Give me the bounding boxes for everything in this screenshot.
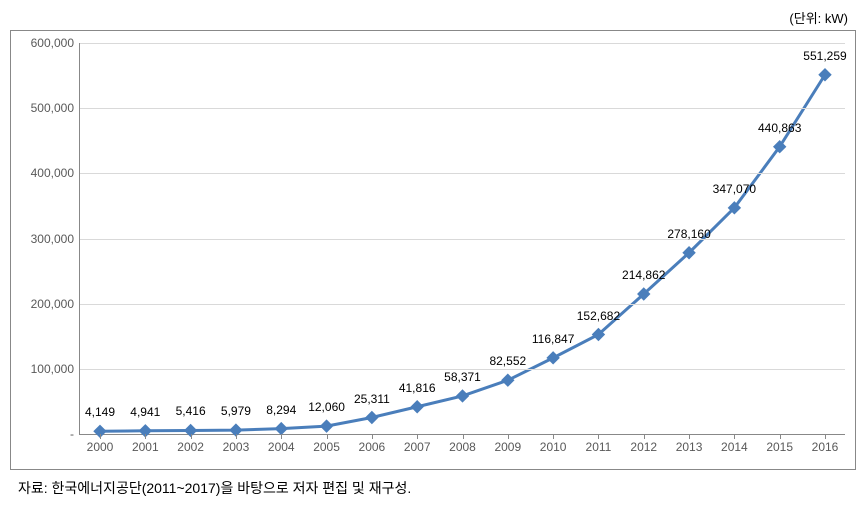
x-tick-label: 2009 — [494, 434, 521, 454]
x-tick-label: 2003 — [223, 434, 250, 454]
x-tick-label: 2004 — [268, 434, 295, 454]
data-label: 214,862 — [622, 268, 665, 288]
chart-frame: - 100,000 200,000 300,000 400,000 500,000 600,… — [10, 30, 856, 470]
y-tick-label: 600,000 — [31, 36, 80, 50]
data-label: 440,863 — [758, 121, 801, 141]
data-marker — [457, 390, 469, 402]
gridline — [80, 239, 845, 240]
x-tick-label: 2005 — [313, 434, 340, 454]
x-tick-label: 2008 — [449, 434, 476, 454]
y-tick-label: 400,000 — [31, 166, 80, 180]
data-label: 4,149 — [85, 405, 115, 425]
y-tick-label: 100,000 — [31, 362, 80, 376]
data-label: 82,552 — [489, 354, 526, 374]
data-marker — [411, 401, 423, 413]
x-tick-label: 2001 — [132, 434, 159, 454]
y-tick-label: 200,000 — [31, 297, 80, 311]
x-tick-label: 2013 — [676, 434, 703, 454]
data-marker — [366, 412, 378, 424]
data-label: 12,060 — [308, 400, 345, 420]
x-tick-label: 2006 — [359, 434, 386, 454]
unit-label: (단위: kW) — [789, 8, 848, 27]
x-tick-label: 2002 — [177, 434, 204, 454]
gridline — [80, 43, 845, 44]
data-label: 5,416 — [176, 404, 206, 424]
x-tick-label: 2010 — [540, 434, 567, 454]
data-label: 8,294 — [266, 403, 296, 423]
data-label: 116,847 — [532, 332, 575, 352]
y-tick-label: 300,000 — [31, 232, 80, 246]
plot-area: -100,000200,000300,000400,000500,000600,… — [79, 43, 845, 435]
data-label: 551,259 — [803, 49, 846, 69]
data-marker — [321, 420, 333, 432]
x-tick-label: 2016 — [812, 434, 839, 454]
gridline — [80, 304, 845, 305]
data-label: 152,682 — [577, 309, 620, 329]
gridline — [80, 173, 845, 174]
data-marker — [275, 423, 287, 435]
data-label: 5,979 — [221, 404, 251, 424]
data-label: 41,816 — [399, 381, 436, 401]
data-label: 58,371 — [444, 370, 481, 390]
x-tick-label: 2015 — [766, 434, 793, 454]
x-tick-label: 2014 — [721, 434, 748, 454]
x-tick-label: 2000 — [87, 434, 114, 454]
x-tick-label: 2011 — [586, 434, 612, 454]
data-marker — [502, 374, 514, 386]
data-label: 4,941 — [130, 405, 160, 425]
data-label: 278,160 — [667, 227, 710, 247]
y-tick-label: - — [70, 427, 80, 441]
data-label: 25,311 — [354, 392, 390, 412]
gridline — [80, 108, 845, 109]
x-tick-label: 2012 — [630, 434, 657, 454]
x-tick-label: 2007 — [404, 434, 431, 454]
data-label: 347,070 — [713, 182, 756, 202]
y-tick-label: 500,000 — [31, 101, 80, 115]
source-note: 자료: 한국에너지공단(2011~2017)을 바탕으로 저자 편집 및 재구성… — [18, 478, 411, 498]
data-marker — [547, 352, 559, 364]
